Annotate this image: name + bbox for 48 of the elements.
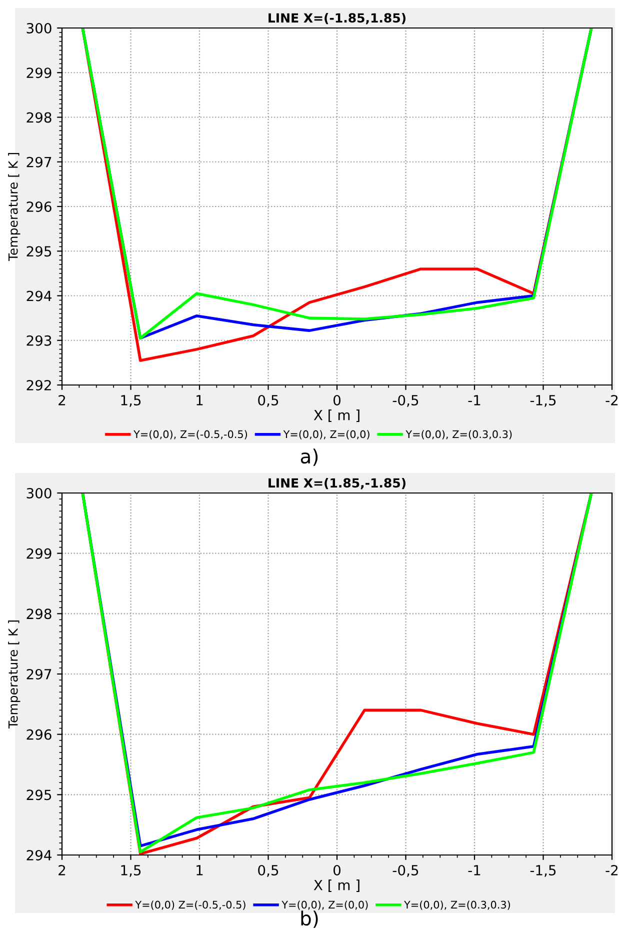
- x-tick-label: 1: [196, 865, 203, 876]
- legend-label: Y=(0,0), Z=(0.3,0.3): [404, 900, 510, 910]
- y-tick-label: 295: [26, 246, 52, 257]
- y-tick-label: 292: [26, 380, 51, 390]
- chart-title: LINE X=(-1.85,1.85): [268, 12, 406, 24]
- x-tick-label: 0,5: [258, 394, 278, 407]
- x-tick-label: 0: [333, 394, 340, 406]
- y-tick-label: 298: [26, 112, 52, 123]
- y-tick-label: 293: [26, 335, 52, 346]
- chart-title: LINE X=(1.85,-1.85): [268, 478, 406, 490]
- x-tick-label: -1: [468, 865, 480, 876]
- y-axis-title: Temperature [ K ]: [8, 153, 20, 262]
- x-tick-label: 1: [196, 395, 203, 406]
- y-tick-label: 300: [26, 488, 52, 498]
- x-tick-label: -1: [468, 395, 480, 406]
- y-tick-label: 297: [26, 668, 52, 680]
- x-tick-label: -2: [606, 864, 618, 876]
- y-tick-label: 299: [26, 548, 52, 559]
- legend-label: Y=(0,0) Z=(-0.5,-0.5): [135, 900, 246, 910]
- y-tick-label: 294: [26, 290, 52, 302]
- y-tick-label: 296: [26, 201, 52, 212]
- legend-label: Y=(0,0), Z=(0,0): [282, 900, 368, 910]
- x-tick-label: -2: [606, 394, 618, 406]
- x-tick-label: -0,5: [392, 864, 418, 877]
- y-tick-label: 300: [26, 22, 52, 34]
- x-tick-label: 0: [333, 864, 340, 876]
- legend-label: Y=(0,0), Z=(0,0): [283, 430, 370, 440]
- legend-label: Y=(0,0), Z=(-0.5,-0.5): [134, 430, 248, 440]
- y-tick-label: 297: [26, 156, 52, 168]
- y-tick-label: 295: [26, 790, 52, 800]
- y-tick-label: 298: [26, 608, 52, 620]
- x-tick-label: -1,5: [530, 865, 556, 877]
- y-tick-label: 299: [26, 68, 52, 78]
- x-tick-label: -0,5: [392, 394, 418, 407]
- x-tick-label: 2: [58, 864, 66, 876]
- x-tick-label: 0,5: [258, 864, 278, 877]
- y-tick-label: 294: [26, 850, 52, 860]
- y-tick-label: 296: [26, 729, 52, 740]
- text: b): [301, 910, 318, 928]
- text: a): [300, 448, 318, 466]
- x-tick-label: -1,5: [530, 395, 556, 407]
- x-tick-label: 1,5: [121, 865, 141, 877]
- x-tick-label: 2: [58, 394, 66, 406]
- x-tick-label: 1,5: [121, 395, 141, 407]
- legend-label: Y=(0,0), Z=(0.3,0.3): [406, 430, 512, 440]
- x-axis-title: X [ m ]: [314, 880, 360, 892]
- y-axis-title: Temperature [ K ]: [8, 620, 20, 729]
- x-axis-title: X [ m ]: [314, 410, 360, 422]
